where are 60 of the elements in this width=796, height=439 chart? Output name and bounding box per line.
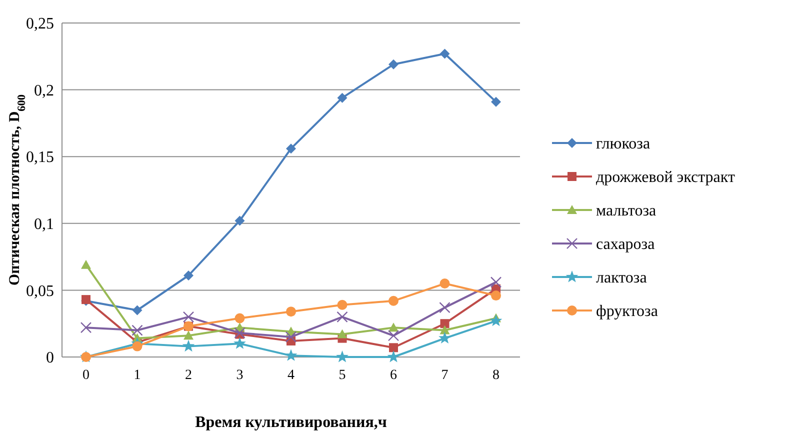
x-tick-label: 3 [236, 368, 244, 383]
point [132, 324, 143, 336]
legend-label: сахароза [596, 236, 655, 254]
point [234, 337, 246, 349]
point [490, 314, 502, 326]
point [286, 144, 296, 154]
y-tick-label: 0,1 [34, 216, 54, 233]
point [184, 330, 194, 340]
point [440, 325, 450, 334]
point [234, 313, 245, 324]
point [337, 92, 348, 103]
point [285, 331, 297, 343]
point [389, 343, 398, 352]
legend-label: глюкоза [596, 136, 650, 153]
y-tick-label: 0 [46, 350, 54, 367]
x-tick-label: 6 [390, 368, 397, 383]
x-tick-label: 0 [82, 368, 90, 383]
x-tick-label: 1 [134, 368, 141, 383]
legend-label: дрожжевой экстракт [596, 169, 735, 186]
legend-label: лактоза [596, 270, 647, 287]
x-tick-label: 4 [288, 368, 294, 383]
point [336, 311, 348, 323]
legend-label: мальтоза [596, 202, 656, 220]
x-tick-label: 8 [492, 368, 500, 383]
x-axis-title: Время культивирования,ч [195, 414, 387, 431]
point [132, 305, 142, 316]
point [440, 48, 450, 59]
point [440, 278, 450, 289]
point [388, 330, 400, 342]
point [284, 349, 298, 361]
point [182, 311, 194, 323]
y-tick-label: 0,25 [26, 16, 54, 33]
point [490, 276, 502, 288]
point [491, 96, 501, 107]
point [80, 322, 92, 334]
point [184, 270, 194, 281]
point [336, 350, 348, 362]
point [388, 322, 398, 332]
x-tick-label: 7 [441, 368, 448, 383]
point [81, 260, 91, 269]
point [439, 302, 450, 314]
x-tick-label: 5 [338, 368, 346, 383]
point [438, 332, 451, 344]
point [132, 341, 142, 352]
point [337, 329, 348, 338]
y-tick-label: 0,2 [34, 82, 54, 100]
legend-label: фруктоза [596, 303, 658, 320]
y-tick-label: 0,05 [26, 282, 54, 300]
point [234, 327, 246, 339]
point [440, 319, 450, 328]
point [388, 59, 398, 70]
point [491, 290, 501, 301]
y-tick-label: 0,15 [26, 149, 54, 166]
point [286, 306, 296, 317]
point [388, 296, 398, 306]
point [387, 350, 400, 362]
x-tick-label: 2 [185, 368, 192, 383]
point [337, 300, 348, 310]
point [182, 340, 195, 352]
point [234, 216, 245, 226]
